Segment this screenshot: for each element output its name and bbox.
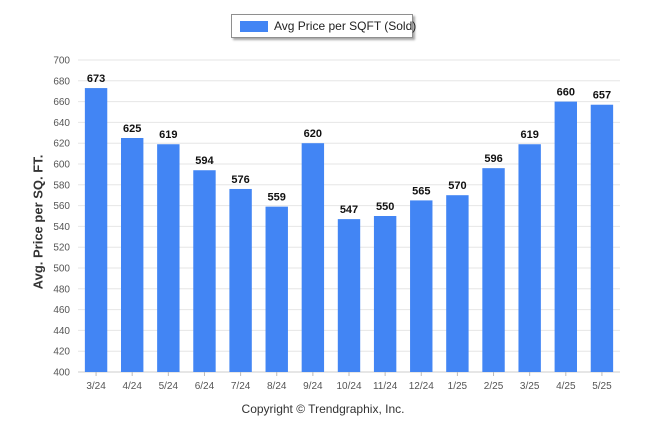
copyright-footer: Copyright © Trendgraphix, Inc. (241, 402, 405, 416)
x-tick-label: 6/24 (195, 381, 215, 392)
y-tick-label: 520 (53, 243, 70, 254)
y-tick-label: 600 (53, 160, 70, 171)
legend[interactable]: Avg Price per SQFT (Sold) (231, 14, 417, 38)
data-labels: 673 625 619 594 576 559 620 547 550 565 570 596 619 6… (87, 73, 611, 216)
x-tick-label: 3/25 (520, 381, 540, 392)
y-tick-label: 540 (53, 222, 70, 233)
x-tick-label: 5/25 (592, 381, 612, 392)
bar[interactable] (337, 219, 361, 372)
x-tick-label: 8/24 (267, 381, 287, 392)
data-label: 570 (448, 180, 466, 192)
bar[interactable] (446, 195, 469, 372)
y-tick-label: 500 (53, 264, 70, 275)
y-tick-label: 620 (53, 139, 70, 150)
bar[interactable] (554, 101, 578, 372)
legend-label: Avg Price per SQFT (Sold) (274, 19, 417, 33)
bar[interactable] (84, 88, 108, 372)
y-tick-label: 700 (53, 56, 70, 67)
y-tick-label: 480 (53, 284, 70, 295)
bar[interactable] (265, 206, 288, 372)
y-tick-label: 440 (53, 326, 70, 337)
data-label: 565 (412, 185, 430, 197)
data-label: 594 (195, 155, 214, 167)
x-axis-ticks: 3/24 4/24 5/24 6/24 7/24 8/24 9/24 10/24 11/24 12… (86, 372, 612, 392)
data-label: 673 (87, 73, 105, 85)
data-label: 559 (268, 192, 286, 204)
y-tick-label: 400 (53, 368, 70, 379)
bar[interactable] (157, 144, 180, 372)
bars (84, 88, 614, 372)
y-axis-ticks: 400 420 440 460 480 500 520 540 560 580 600 620 640 6… (53, 56, 70, 379)
data-label: 620 (304, 128, 322, 140)
y-tick-label: 680 (53, 76, 70, 87)
bar[interactable] (482, 168, 505, 372)
y-tick-label: 660 (53, 97, 70, 108)
x-tick-label: 2/25 (484, 381, 504, 392)
data-label: 619 (159, 129, 177, 141)
data-label: 619 (520, 129, 538, 141)
y-tick-label: 640 (53, 118, 70, 129)
data-label: 625 (123, 123, 141, 135)
bar[interactable] (193, 170, 216, 372)
x-tick-label: 9/24 (303, 381, 323, 392)
bar[interactable] (120, 138, 144, 372)
bar[interactable] (229, 188, 252, 372)
data-label: 657 (593, 90, 611, 102)
data-label: 576 (231, 174, 249, 186)
x-tick-label: 4/24 (122, 381, 142, 392)
x-tick-label: 1/25 (448, 381, 468, 392)
y-tick-label: 460 (53, 305, 70, 316)
x-tick-label: 3/24 (86, 381, 106, 392)
x-tick-label: 10/24 (336, 381, 361, 392)
x-tick-label: 7/24 (231, 381, 251, 392)
x-tick-label: 5/24 (159, 381, 179, 392)
y-tick-label: 580 (53, 180, 70, 191)
bar[interactable] (590, 104, 614, 372)
y-tick-label: 420 (53, 347, 70, 358)
data-label: 547 (340, 204, 358, 216)
data-label: 596 (484, 153, 502, 165)
x-tick-label: 11/24 (373, 381, 398, 392)
bar[interactable] (518, 144, 541, 372)
y-tick-label: 560 (53, 201, 70, 212)
bar[interactable] (373, 216, 397, 372)
x-tick-label: 4/25 (556, 381, 576, 392)
data-label: 550 (376, 201, 394, 213)
data-label: 660 (557, 87, 575, 99)
bar[interactable] (301, 143, 325, 372)
y-axis-label: Avg. Price per SQ. FT. (30, 154, 46, 290)
bar[interactable] (410, 200, 433, 372)
x-tick-label: 12/24 (409, 381, 434, 392)
legend-swatch (240, 21, 268, 32)
